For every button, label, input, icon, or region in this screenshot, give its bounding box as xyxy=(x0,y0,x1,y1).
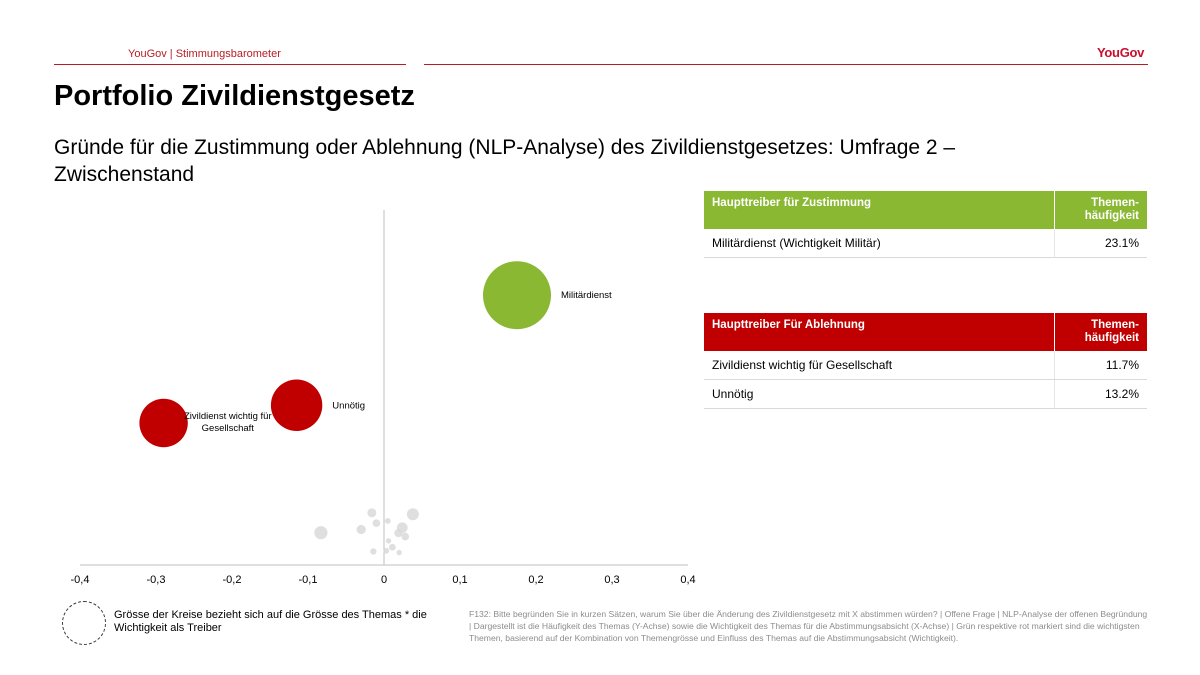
x-tick-label: 0,4 xyxy=(680,574,695,586)
other-topic-bubble xyxy=(314,526,328,540)
header-rule-right xyxy=(424,64,1148,65)
driver-bubble xyxy=(270,379,323,431)
other-topic-bubble xyxy=(385,538,392,544)
header-breadcrumb: YouGov | Stimmungsbarometer xyxy=(128,48,281,60)
row-label: Militärdienst (Wichtigkeit Militär) xyxy=(704,229,1055,258)
other-topic-bubble xyxy=(384,518,391,524)
page-title: Portfolio Zivildienstgesetz xyxy=(54,80,415,112)
table-zustimmung: Haupttreiber für Zustimmung Themen-häufi… xyxy=(704,191,1147,258)
table-ablehnung-header: Haupttreiber Für Ablehnung xyxy=(704,313,1055,351)
driver-label: Zivildienst wichtig für xyxy=(184,411,272,422)
other-topic-bubble xyxy=(401,532,410,541)
table-row: Unnötig 13.2% xyxy=(704,379,1147,409)
driver-bubble xyxy=(139,398,188,448)
x-tick-label: 0,1 xyxy=(452,574,467,586)
table-zustimmung-header: Haupttreiber für Zustimmung xyxy=(704,191,1055,229)
size-legend-text: Grösse der Kreise bezieht sich auf die G… xyxy=(114,609,427,634)
other-topic-bubble xyxy=(406,508,419,521)
row-value: 11.7% xyxy=(1054,351,1147,380)
table-row: Militärdienst (Wichtigkeit Militär) 23.1… xyxy=(704,229,1147,258)
footnote: F132: Bitte begründen Sie in kurzen Sätz… xyxy=(469,609,1148,643)
table-ablehnung: Haupttreiber Für Ablehnung Themen-häufig… xyxy=(704,313,1147,409)
other-topic-bubble xyxy=(394,528,403,538)
x-tick-label: 0,2 xyxy=(528,574,543,586)
page-subtitle: Gründe für die Zustimmung oder Ablehnung… xyxy=(54,136,956,186)
x-tick-label: 0 xyxy=(381,574,387,586)
row-value: 23.1% xyxy=(1054,229,1147,258)
other-topic-bubble xyxy=(372,519,381,527)
row-label: Unnötig xyxy=(704,379,1055,409)
row-value: 13.2% xyxy=(1054,379,1147,409)
table-zustimmung-freq-header: Themen-häufigkeit xyxy=(1054,191,1147,229)
header-rule-left xyxy=(54,64,406,65)
other-topic-bubble xyxy=(396,549,402,556)
other-topic-bubble xyxy=(356,524,366,535)
other-topic-bubble xyxy=(388,543,396,551)
size-legend-circle-icon xyxy=(62,601,106,645)
portfolio-scatter-chart: -0,4 -0,3 -0,2 -0,1 0 0,1 0,2 0,3 0,4 Militärdien… xyxy=(71,210,696,586)
other-topic-bubble xyxy=(383,547,390,554)
x-tick-label: -0,1 xyxy=(299,574,318,586)
other-topic-bubble xyxy=(367,508,377,518)
driver-bubble xyxy=(483,261,551,330)
x-tick-label: -0,3 xyxy=(147,574,166,586)
x-tick-label: -0,4 xyxy=(71,574,90,586)
x-tick-label: 0,3 xyxy=(604,574,619,586)
other-topic-bubble xyxy=(370,548,377,555)
table-row: Zivildienst wichtig für Gesellschaft 11.… xyxy=(704,351,1147,380)
driver-label-line2: Gesellschaft xyxy=(202,423,255,434)
driver-label: Unnötig xyxy=(332,400,365,411)
x-tick-label: -0,2 xyxy=(223,574,242,586)
row-label: Zivildienst wichtig für Gesellschaft xyxy=(704,351,1055,380)
driver-label: Militärdienst xyxy=(561,290,612,301)
table-ablehnung-freq-header: Themen-häufigkeit xyxy=(1054,313,1147,351)
yougov-logo: YouGov xyxy=(1097,45,1145,60)
